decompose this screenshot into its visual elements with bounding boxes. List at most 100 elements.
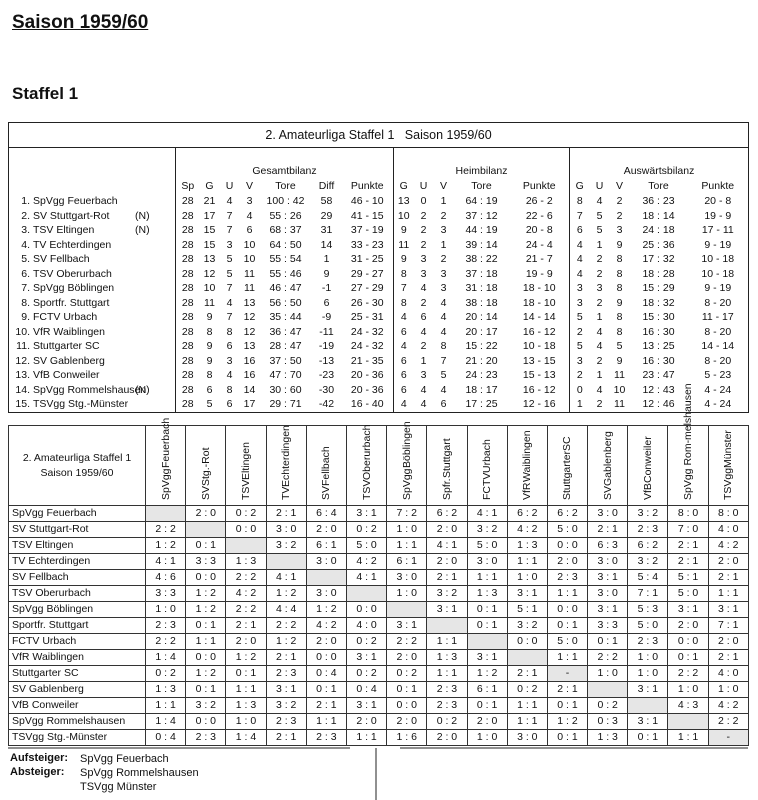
label-line: Spfr. <box>440 478 453 500</box>
stat: 2 <box>420 209 427 222</box>
result: 3 : 2 <box>185 697 227 714</box>
result: - <box>546 665 589 682</box>
team-name: SV Fellbach <box>33 253 90 265</box>
result: 8 : 0 <box>667 505 709 522</box>
rotated-label: VfR Waiblingen <box>521 426 533 500</box>
stat: 16 - 12 <box>522 325 556 338</box>
title-line: 2. Amateurliga Staffel 1 <box>22 451 132 464</box>
stat: 36 : 23 <box>642 195 675 207</box>
result: 6 : 3 <box>587 537 629 554</box>
rank: 5. <box>21 253 30 265</box>
stat: 16 : 30 <box>642 354 675 367</box>
result: 6 : 2 <box>546 505 589 522</box>
team-note: (N) <box>135 383 150 396</box>
result: 4 : 2 <box>707 697 749 714</box>
standings-table: 2. Amateurliga Staffel 1 Saison 1959/60 G… <box>8 122 750 413</box>
result: 0 : 2 <box>587 697 629 714</box>
column-header: VfB Conweiler <box>627 425 669 506</box>
result: 5 : 1 <box>506 601 548 618</box>
stat: 28 <box>175 266 200 281</box>
rank: 8. <box>21 296 30 309</box>
result: 5 : 0 <box>667 585 709 602</box>
stat: -11 <box>319 325 334 338</box>
stat: 18 : 32 <box>642 296 675 309</box>
stat: -1 <box>321 282 332 294</box>
stat: 4 <box>440 311 447 323</box>
standings-row: 4. TV Echterdingen 28 15 3 10 64 : 50 14 33 - 23… <box>9 237 749 252</box>
result: 3 : 1 <box>345 505 388 522</box>
stat: 17 <box>203 209 216 222</box>
diagonal-cell <box>506 649 548 666</box>
stat: 24 - 32 <box>350 340 384 352</box>
result: 1 : 0 <box>386 585 428 602</box>
stat: 27 - 29 <box>350 282 384 294</box>
stat: 10 - 18 <box>701 267 735 280</box>
result: 4 : 1 <box>345 569 388 586</box>
stat: 8 <box>393 295 414 310</box>
team-cell: 1. SpVgg Feuerbach <box>9 194 176 209</box>
label-line: TSV <box>360 479 373 500</box>
label-line: Oberurbach <box>360 424 373 480</box>
result: 6 : 1 <box>466 681 508 698</box>
stat: 13 <box>243 340 256 352</box>
results-matrix: 2. Amateurliga Staffel 1 Saison 1959/60 Sp… <box>8 383 749 746</box>
result: 1 : 1 <box>546 649 589 666</box>
stat: 4 <box>420 383 427 396</box>
result: 0 : 2 <box>386 665 428 682</box>
result: 3 : 1 <box>506 585 548 602</box>
stat: 3 <box>246 195 253 207</box>
result: 2 : 1 <box>305 697 347 714</box>
stat: -19 <box>318 340 335 352</box>
stat: 21 : 20 <box>465 354 498 367</box>
result: 2 : 1 <box>506 665 548 682</box>
result: 1 : 1 <box>667 729 709 746</box>
label-line: VfB <box>641 483 654 500</box>
stat: 11 <box>614 398 625 410</box>
result: - <box>707 729 749 746</box>
result: 1 : 0 <box>587 665 629 682</box>
result: 0 : 1 <box>667 649 709 666</box>
stat: 9 - 19 <box>704 282 732 294</box>
stat: 4 - 24 <box>704 398 732 410</box>
stat: 4 <box>569 266 590 281</box>
result: 2 : 2 <box>144 633 187 650</box>
stat: 4 <box>393 310 414 325</box>
stat: 8 <box>206 369 213 381</box>
stat: 37 : 12 <box>465 209 498 222</box>
rank: 9. <box>21 311 30 323</box>
stat: 29 : 71 <box>269 398 302 410</box>
label-line: SpVgg Rom- <box>682 439 695 500</box>
column-header: FCTV Urbach <box>466 425 508 506</box>
stat: 2 <box>420 224 427 236</box>
result: 2 : 3 <box>627 521 669 538</box>
stat: 8 <box>226 325 233 338</box>
stat: -30 <box>318 383 335 396</box>
stat: 2 <box>420 340 427 352</box>
relegated-team: TSVgg Münster <box>80 781 157 793</box>
stat: 9 <box>616 238 623 251</box>
stat: 64 : 50 <box>269 238 302 251</box>
diagonal-cell <box>627 697 669 714</box>
stat: 24 - 4 <box>525 238 553 251</box>
stat: 12 <box>243 311 256 323</box>
stat: 14 - 14 <box>701 340 735 352</box>
result: 2 : 1 <box>426 569 468 586</box>
result: 2 : 0 <box>667 617 709 634</box>
stat: 44 : 19 <box>465 224 498 236</box>
result: 0 : 1 <box>546 729 589 746</box>
promoted-team: SpVgg Feuerbach <box>80 753 169 765</box>
team: 12. SV Gablenberg <box>13 354 175 369</box>
stat: 11 - 17 <box>701 311 734 323</box>
stat: 13 : 25 <box>642 340 675 352</box>
stat: 10 <box>243 253 256 265</box>
stat: 28 <box>175 324 200 339</box>
stat: 3 <box>420 267 427 280</box>
standings-row: 7. SpVgg Böblingen 28 10 7 11 46 : 47 -1 27 - 29… <box>9 281 749 296</box>
stat: 1 <box>596 311 603 323</box>
result: 1 : 1 <box>466 569 508 586</box>
result: 1 : 1 <box>506 713 548 730</box>
result: 2 : 3 <box>426 681 468 698</box>
stat: 4 <box>420 325 427 338</box>
